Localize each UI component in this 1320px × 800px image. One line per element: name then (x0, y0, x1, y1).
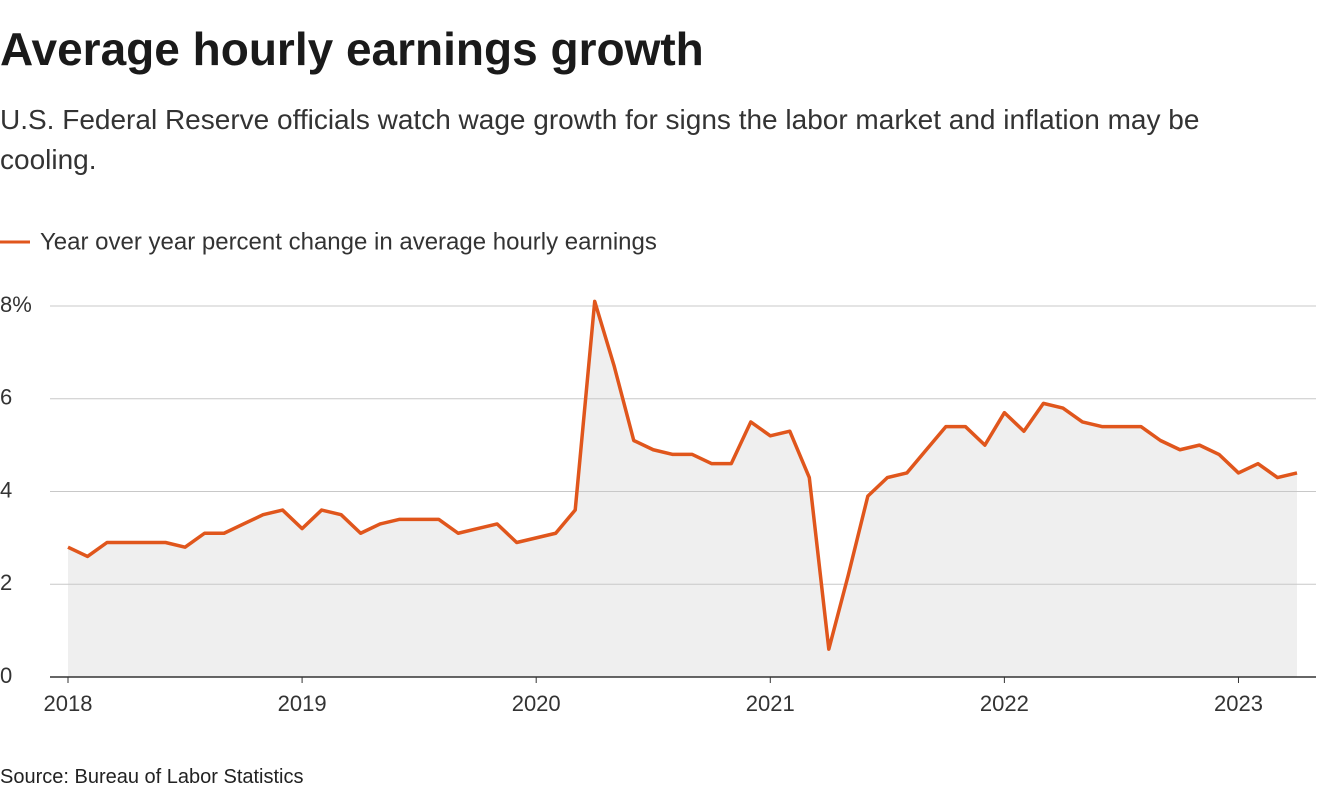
x-tick-label: 2020 (512, 691, 561, 716)
legend-label: Year over year percent change in average… (40, 228, 657, 255)
x-tick-label: 2022 (980, 691, 1029, 716)
x-tick-label: 2018 (44, 691, 93, 716)
source: Source: Bureau of Labor Statistics (0, 766, 304, 788)
line (67, 299, 1298, 651)
area (68, 301, 1297, 677)
x-tick-label: 2021 (746, 691, 795, 716)
header: Average hourly earnings growth U.S. Fede… (0, 20, 1320, 180)
y-tick-label: 6 (0, 385, 12, 410)
y-tick-label: 8% (0, 292, 32, 317)
y-tick-label: 2 (0, 570, 12, 595)
x-tick-label: 2019 (278, 691, 327, 716)
y-tick-label: 0 (0, 663, 12, 688)
y-tick-label: 4 (0, 477, 12, 502)
chart-subtitle: U.S. Federal Reserve officials watch wag… (0, 104, 1200, 175)
x-tick-label: 2023 (1214, 691, 1263, 716)
chart-title: Average hourly earnings growth (0, 23, 704, 75)
